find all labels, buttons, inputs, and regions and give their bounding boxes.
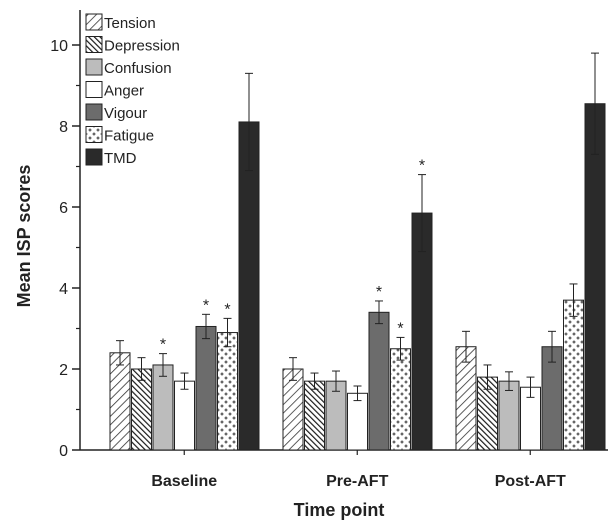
y-tick-label: 0 [59,443,68,460]
significance-marker: * [224,301,230,318]
legend-swatch [85,13,103,31]
legend-swatch [85,148,103,166]
bar-depression-pre-aft [304,380,325,451]
bar-fatigue-pre-aft [390,348,411,451]
legend-swatch [85,36,103,53]
bar-anger-pre-aft [347,392,368,451]
legend-swatch [85,58,103,76]
significance-marker: * [376,284,382,301]
x-category-label: Post-AFT [495,473,566,490]
y-tick-label: 8 [59,119,68,136]
legend-swatch [85,126,103,143]
x-axis-title: Time point [294,500,385,520]
bar-confusion-post-aft [498,380,520,451]
bar-confusion-baseline [152,364,174,451]
legend-label: Confusion [104,60,172,77]
bar-fatigue-post-aft [563,299,584,451]
significance-marker: * [203,297,209,314]
legend-label: Fatigue [104,128,154,145]
legend-label: Anger [104,83,144,100]
y-axis-title: Mean ISP scores [14,165,34,308]
legend-label: Vigour [104,105,147,122]
y-tick-label: 10 [50,38,68,55]
bar-vigour-pre-aft [368,311,390,451]
legend-swatch [85,81,103,98]
bar-tension-pre-aft [282,368,304,451]
bar-tmd-baseline [238,121,260,451]
bar-anger-baseline [174,380,195,451]
bar-tmd-post-aft [584,103,606,451]
legend-label: Tension [104,15,156,32]
bar-vigour-baseline [195,325,217,451]
x-category-label: Pre-AFT [326,473,388,490]
y-tick-label: 6 [59,200,68,217]
bar-tension-baseline [109,352,131,451]
bar-fatigue-baseline [217,332,238,451]
legend-label: TMD [104,150,137,167]
x-category-label: Baseline [151,473,217,490]
legend: Tension Depression Confusion Anger Vigour Fat… [85,13,180,167]
significance-marker: * [419,158,425,175]
significance-marker: * [397,320,403,337]
bar-depression-baseline [131,368,152,451]
legend-swatch [85,103,103,121]
y-tick-label: 4 [59,281,68,298]
significance-marker: * [160,337,166,354]
y-tick-label: 2 [59,362,68,379]
plot-area: 0 2 4 6 8 10 Baseline Pre-AFT Post-AFT * * * * * * [50,10,608,490]
legend-label: Depression [104,38,180,55]
